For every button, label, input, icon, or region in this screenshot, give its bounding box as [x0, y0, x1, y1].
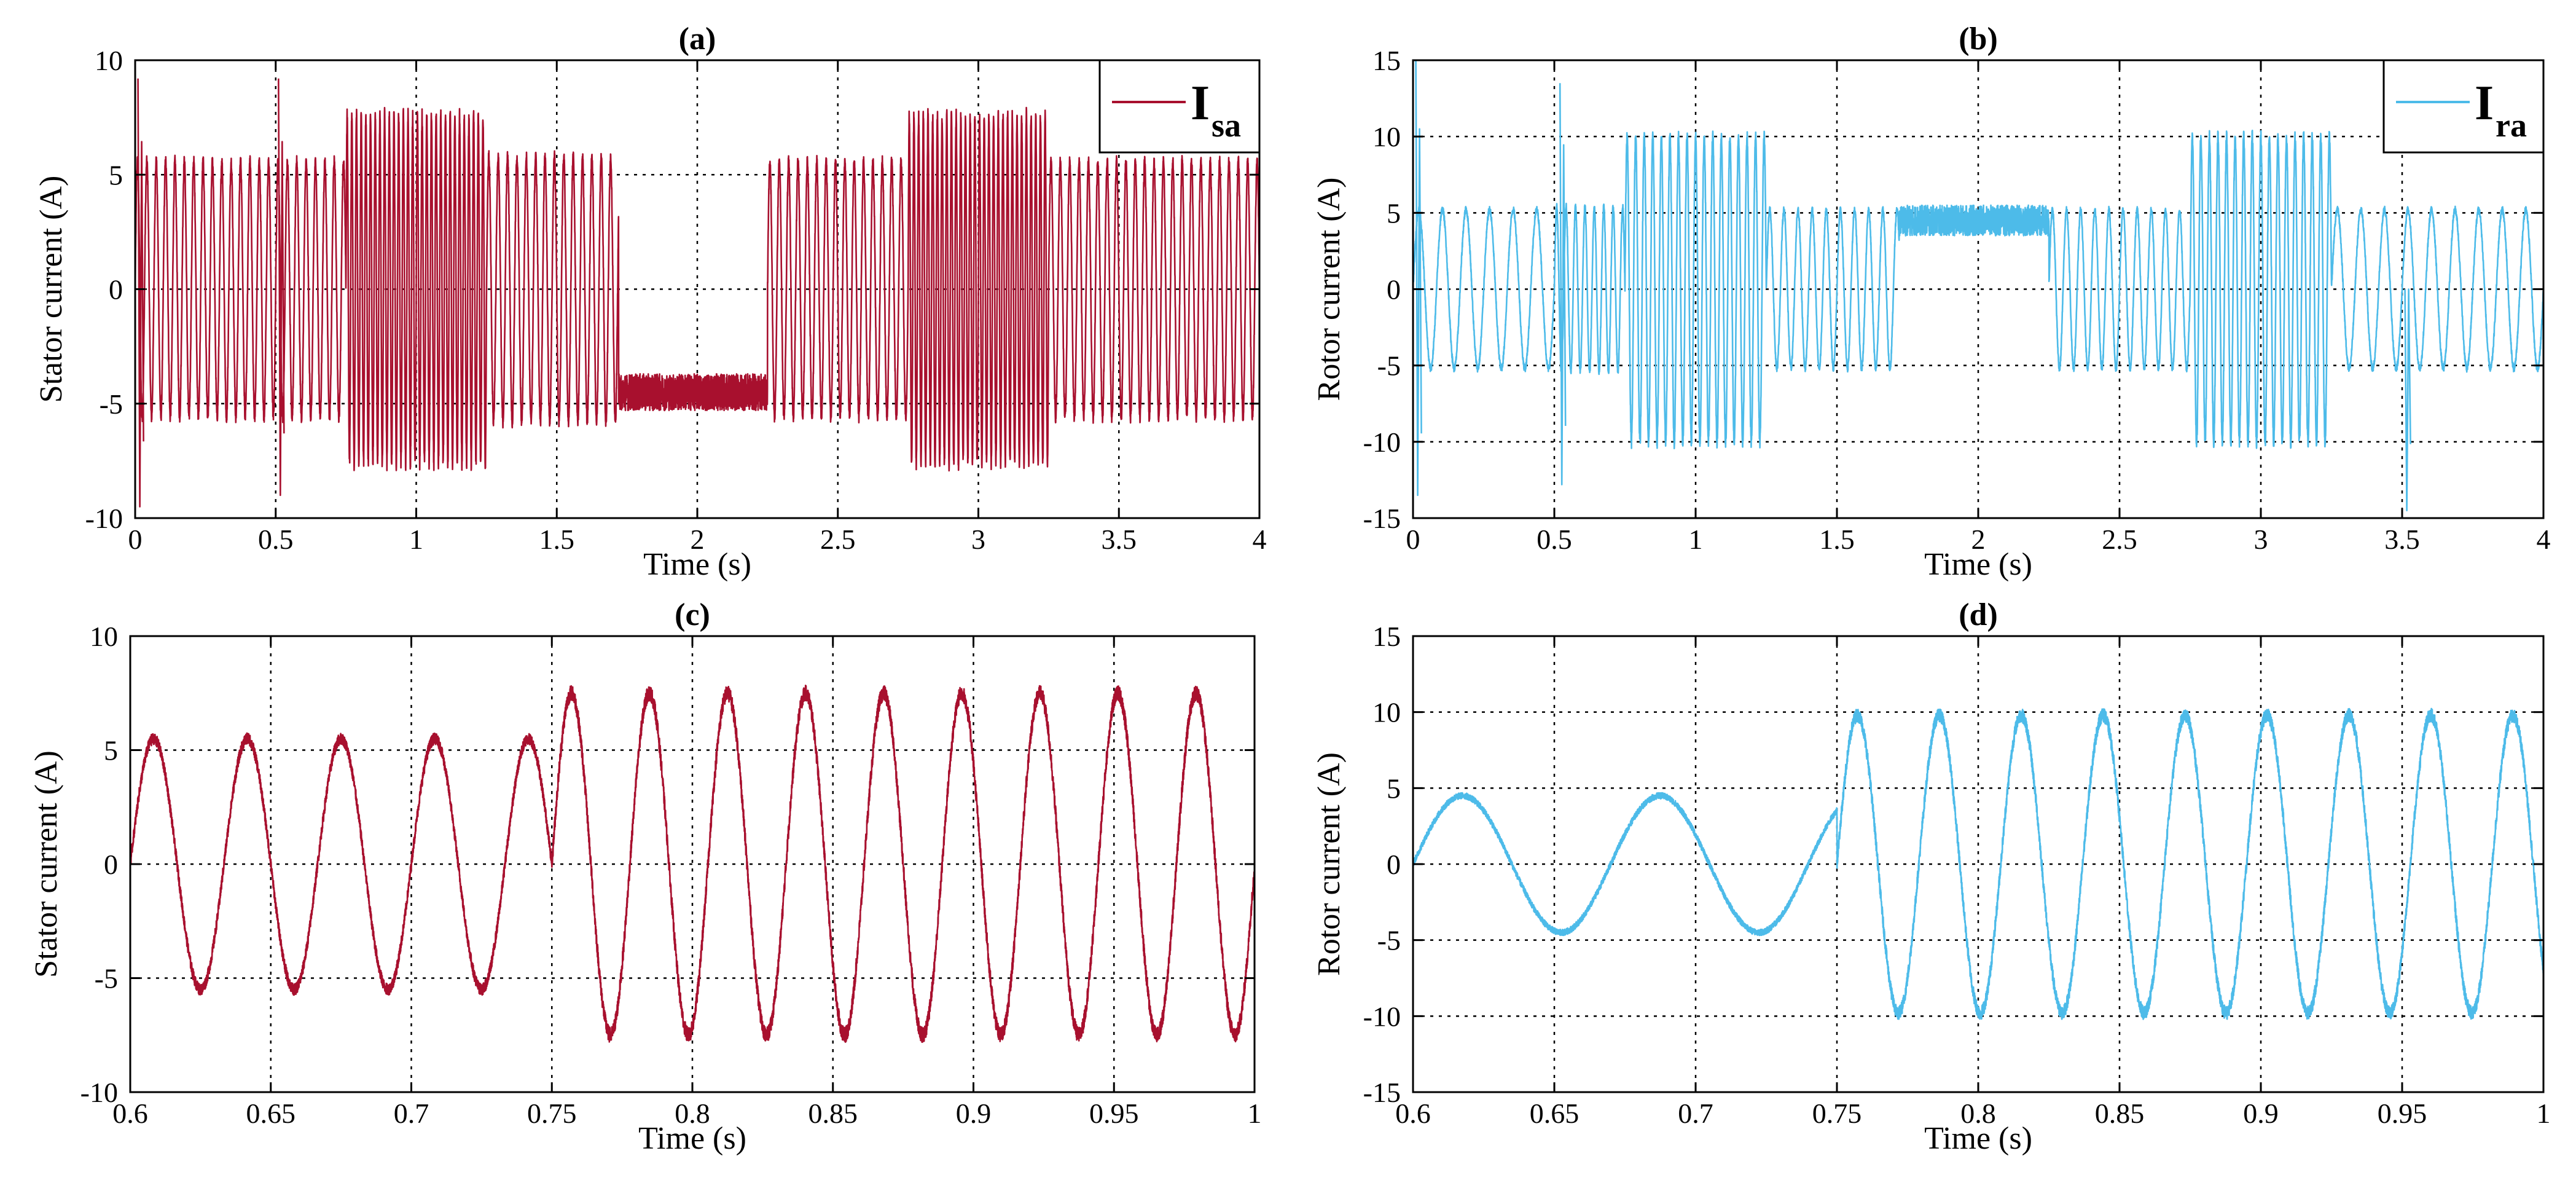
- y-tick-label: 0: [109, 274, 123, 305]
- x-tick-label: 0.9: [2243, 1098, 2279, 1129]
- legend-label-subscript: ra: [2496, 107, 2527, 144]
- x-tick-label: 0.65: [246, 1098, 296, 1129]
- panel-title: (b): [1959, 22, 1998, 57]
- y-axis-label: Rotor current (A): [1312, 178, 1347, 401]
- y-tick-label: 10: [90, 621, 118, 652]
- panel-title: (c): [675, 597, 710, 632]
- x-tick-label: 0.7: [1678, 1098, 1713, 1129]
- x-tick-label: 3: [971, 524, 985, 555]
- y-tick-label: 5: [109, 159, 123, 191]
- y-tick-label: 10: [95, 45, 123, 76]
- x-tick-label: 2.5: [2102, 524, 2137, 555]
- y-axis-label: Stator current (A): [29, 750, 64, 978]
- y-tick-label: 10: [1372, 697, 1401, 728]
- y-axis-label: Stator current (A): [34, 176, 69, 403]
- x-tick-label: 0: [128, 524, 143, 555]
- series-line-c-0: [130, 685, 1255, 1043]
- y-tick-label: -10: [85, 503, 123, 534]
- x-tick-label: 0.5: [258, 524, 294, 555]
- x-axis-label: Time (s): [643, 547, 751, 582]
- x-axis-label: Time (s): [638, 1121, 746, 1156]
- series-line-d-0: [1413, 707, 2543, 1020]
- y-tick-label: 5: [1387, 773, 1401, 804]
- x-axis-label: Time (s): [1924, 547, 2032, 582]
- x-tick-label: 0.5: [1537, 524, 1572, 555]
- y-tick-label: -10: [1363, 1001, 1401, 1032]
- x-tick-label: 0.95: [1089, 1098, 1139, 1129]
- x-tick-label: 1: [1248, 1098, 1262, 1129]
- legend-label-subscript: sa: [1212, 107, 1241, 144]
- y-tick-label: -5: [1377, 350, 1401, 382]
- x-tick-label: 0.65: [1530, 1098, 1580, 1129]
- x-tick-label: 0.7: [394, 1098, 429, 1129]
- x-tick-label: 0.8: [675, 1098, 710, 1129]
- y-tick-label: 0: [1387, 274, 1401, 305]
- y-tick-label: 5: [1387, 197, 1401, 229]
- chart-panel-d: 0.6 0.65 0.7 0.75 0.8 0.85 0.9 0.95 1 -15 -10 -5 0 5 1…: [1312, 597, 2551, 1156]
- panel-title: (d): [1959, 597, 1998, 632]
- x-tick-label: 3.5: [2384, 524, 2420, 555]
- x-tick-label: 1.5: [539, 524, 575, 555]
- x-tick-label: 0.75: [527, 1098, 577, 1129]
- legend-box: [1098, 59, 1261, 154]
- y-tick-label: -5: [100, 388, 123, 420]
- x-tick-label: 1: [1689, 524, 1703, 555]
- x-tick-label: 0.85: [2095, 1098, 2145, 1129]
- y-tick-label: 10: [1372, 121, 1401, 152]
- y-tick-label: 0: [1387, 849, 1401, 880]
- x-tick-label: 0.9: [956, 1098, 992, 1129]
- chart-panel-b: 0 0.5 1 1.5 2 2.5 3 3.5 4 -15 -10 -5 0 5 10 15 (b) Time (…: [1312, 22, 2551, 582]
- panel-title: (a): [679, 22, 716, 57]
- legend-label: I: [1191, 76, 1210, 130]
- chart-panel-c: 0.6 0.65 0.7 0.75 0.8 0.85 0.9 0.95 1 -10 -5 0 5 10 (c…: [29, 597, 1262, 1156]
- y-tick-label: -15: [1363, 1077, 1401, 1108]
- series-line-a-0: [135, 78, 1259, 508]
- x-tick-label: 1: [409, 524, 423, 555]
- y-tick-label: 15: [1372, 45, 1401, 76]
- y-tick-label: 0: [104, 849, 118, 880]
- y-tick-label: -10: [80, 1077, 118, 1108]
- x-tick-label: 0.8: [1960, 1098, 1996, 1129]
- x-tick-label: 4: [1253, 524, 1267, 555]
- x-tick-label: 3.5: [1102, 524, 1137, 555]
- y-tick-label: 15: [1372, 621, 1401, 652]
- legend-label: I: [2475, 76, 2494, 130]
- x-tick-label: 0.95: [2378, 1098, 2427, 1129]
- y-tick-label: 5: [104, 735, 118, 766]
- y-tick-label: -15: [1363, 503, 1401, 534]
- y-tick-label: -5: [1377, 925, 1401, 956]
- chart-panel-a: 0 0.5 1 1.5 2 2.5 3 3.5 4 -10 -5 0 5 10 (a) Time (s) Sta…: [34, 22, 1267, 582]
- x-tick-label: 0.6: [112, 1098, 148, 1129]
- x-tick-label: 0.85: [808, 1098, 858, 1129]
- x-tick-label: 2.5: [820, 524, 856, 555]
- x-tick-label: 0.75: [1812, 1098, 1862, 1129]
- y-axis-label: Rotor current (A): [1312, 752, 1347, 976]
- x-axis-label: Time (s): [1924, 1121, 2032, 1156]
- legend-box: [2382, 59, 2545, 154]
- x-tick-label: 0.6: [1395, 1098, 1431, 1129]
- y-tick-label: -10: [1363, 427, 1401, 458]
- x-tick-label: 1.5: [1819, 524, 1855, 555]
- x-tick-label: 0: [1406, 524, 1420, 555]
- x-tick-label: 1: [2537, 1098, 2551, 1129]
- x-tick-label: 2: [1971, 524, 1986, 555]
- y-tick-label: -5: [95, 963, 118, 994]
- x-tick-label: 2: [691, 524, 705, 555]
- x-tick-label: 3: [2254, 524, 2268, 555]
- x-tick-label: 4: [2537, 524, 2551, 555]
- series-line-b-0: [1413, 60, 2543, 511]
